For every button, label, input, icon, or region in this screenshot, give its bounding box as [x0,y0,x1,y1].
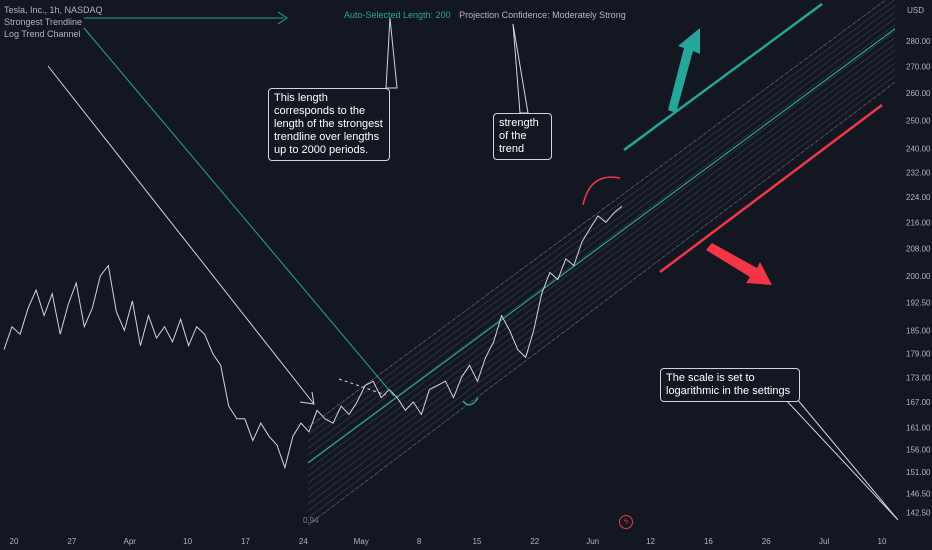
indicator-status: Auto-Selected Length: 200 Projection Con… [344,10,626,20]
x-tick-label: 27 [67,537,76,546]
arrowhead-icon [277,11,288,25]
y-tick-label: 185.00 [906,326,931,335]
scale-note: The scale is set to logarithmic in the s… [660,368,800,402]
y-tick-label: 161.00 [906,423,931,432]
x-tick-label: 8 [417,537,422,546]
x-tick-label: 22 [530,537,539,546]
legend-symbol: Tesla, Inc., 1h, NASDAQ [4,5,103,15]
channel-grid-line [307,50,896,491]
y-tick-label: 156.00 [906,445,931,454]
dashed-pointer-line [338,378,387,396]
y-tick-label: 146.50 [906,489,931,498]
y-tick-label: 179.00 [906,349,931,358]
channel-lines: 0.94 [303,0,896,526]
channel-grid-line [307,30,896,470]
x-tick-label: 15 [472,537,481,546]
length-pointer-line [83,27,395,397]
price-line [3,205,623,470]
y-tick-label: 270.00 [906,63,931,72]
arrowhead-icon [299,391,315,405]
y-tick-label: 208.00 [906,245,931,254]
y-tick-label: 240.00 [906,145,931,154]
top-arc-marker [582,176,621,206]
x-tick-label: 16 [704,537,713,546]
up-arrow-icon [668,28,700,113]
lower-channel-line [307,81,896,526]
trend-midline [307,28,896,464]
channel-grid-line [307,24,896,463]
x-tick-label: 10 [878,537,887,546]
axis-unit-label: USD [907,6,924,15]
x-tick-label: 24 [299,537,308,546]
y-tick-label: 224.00 [906,193,931,202]
lower-projection-line [659,104,883,273]
x-tick-label: May [354,537,369,546]
channel-grid-line [307,0,887,428]
y-tick-label: 167.00 [906,398,931,407]
length-status: Auto-Selected Length: 200 [344,10,451,20]
y-tick-label: 151.00 [906,468,931,477]
channel-grid-line [307,18,896,456]
y-tick-label: 280.00 [906,37,931,46]
y-tick-label: 232.00 [906,168,931,177]
x-tick-label: 12 [646,537,655,546]
channel-grid-line [307,75,896,519]
x-tick-label: Jun [586,537,599,546]
callout-pointer [385,17,398,89]
channel-grid-line [307,69,896,512]
y-tick-label: 192.50 [906,299,931,308]
annotation-arrows [47,2,899,521]
y-tick-label: 142.50 [906,509,931,518]
channel-grid-line [307,62,896,505]
channel-grid-line [307,5,896,442]
bottom-arc-marker [462,397,479,406]
y-axis-panel [898,0,932,550]
callout-pointer [512,23,529,114]
legend-channel: Log Trend Channel [4,29,81,39]
x-tick-label: 17 [241,537,250,546]
x-tick-label: 10 [183,537,192,546]
channel-label: 0.94 [303,516,319,525]
upper-projection-line [623,2,823,152]
y-tick-label: 173.00 [906,373,931,382]
channel-grid-line [307,0,895,435]
length-note: This length corresponds to the length of… [268,88,390,161]
x-tick-label: 20 [10,537,19,546]
chart-legend: Tesla, Inc., 1h, NASDAQ Strongest Trendl… [4,4,103,40]
channel-grid-line [307,56,896,498]
legend-indicator: Strongest Trendline [4,17,83,27]
channel-grid-line [307,11,896,449]
channel-grid-line [307,37,896,477]
y-tick-label: 216.00 [906,218,931,227]
y-tick-label: 200.00 [906,272,931,281]
lightning-icon[interactable]: ϟ [619,515,633,529]
confidence-status: Projection Confidence: Moderately Strong [459,10,626,20]
x-tick-label: Apr [124,537,137,546]
strength-note: strength of the trend [493,113,552,160]
x-tick-label: Jul [819,537,829,546]
scale-pointer-line [47,65,315,405]
callout-pointer [783,398,899,521]
x-tick-label: 26 [762,537,771,546]
down-arrow-icon [706,243,772,285]
y-axis: 280.00 270.00 260.00 250.00 240.00 232.00 224.… [898,0,932,550]
y-tick-label: 260.00 [906,89,931,98]
x-axis: 20 27 Apr 10 17 24 May 8 15 22 Jun 12 16 26 Jul 10 [10,537,887,546]
y-tick-label: 250.00 [906,116,931,125]
price-series [3,205,623,470]
upper-channel-line [307,0,887,428]
channel-grid-line [307,43,896,484]
